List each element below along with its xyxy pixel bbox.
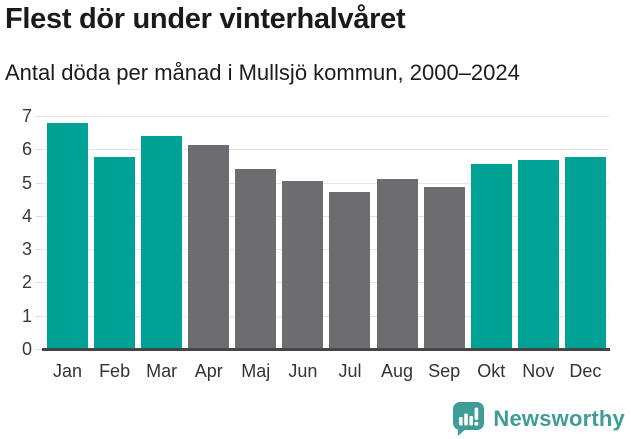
- y-tick-mark: [36, 149, 43, 151]
- bar-chart: 0 1 2 3 4 5 6 7 Jan Feb Mar Apr Maj Jun Jul Aug Sep Okt N…: [21, 106, 610, 383]
- y-tick-mark: [36, 182, 43, 184]
- bar-feb: [94, 157, 136, 349]
- newsworthy-wordmark: Newsworthy: [493, 405, 625, 431]
- x-axis-baseline: [42, 348, 610, 351]
- bar-apr: [188, 145, 230, 349]
- gridline: [44, 315, 609, 317]
- y-tick-mark: [36, 249, 43, 251]
- y-tick-label: 1: [21, 305, 32, 326]
- x-tick-label: Mar: [146, 361, 178, 381]
- y-tick-label: 4: [21, 205, 32, 226]
- gridline: [44, 149, 609, 151]
- gridline: [44, 282, 609, 284]
- bar-maj: [235, 169, 277, 349]
- bar-aug: [376, 178, 418, 349]
- x-tick-label: Maj: [241, 361, 271, 381]
- y-tick-label: 5: [21, 172, 32, 193]
- y-tick-label: 3: [21, 239, 32, 260]
- bar-mar: [141, 135, 183, 349]
- x-tick-label: Jun: [288, 361, 318, 381]
- bar-nov: [517, 159, 559, 349]
- y-tick-mark: [36, 315, 43, 317]
- x-tick-label: Dec: [569, 361, 602, 381]
- bar-dec: [564, 157, 606, 349]
- x-tick-label: Jul: [338, 361, 362, 381]
- newsworthy-logo: Newsworthy: [452, 401, 625, 436]
- chart-subtitle: Antal döda per månad i Mullsjö kommun, 2…: [5, 60, 520, 85]
- x-tick-label: Jan: [52, 361, 83, 381]
- y-tick-mark: [36, 349, 43, 350]
- bar-jan: [47, 122, 88, 349]
- x-tick-label: Nov: [522, 361, 555, 381]
- y-tick-label: 7: [21, 106, 32, 126]
- x-tick-label: Aug: [381, 361, 414, 381]
- y-tick-mark: [36, 116, 43, 117]
- y-tick-mark: [36, 215, 43, 217]
- y-tick-mark: [36, 282, 43, 284]
- x-tick-label: Feb: [99, 361, 131, 381]
- x-tick-label: Apr: [194, 361, 223, 381]
- gridline: [44, 249, 609, 251]
- gridline: [44, 215, 609, 217]
- x-tick-label: Sep: [428, 361, 461, 381]
- bar-jul: [329, 191, 371, 349]
- gridline: [44, 182, 609, 184]
- bars-container: [44, 116, 609, 349]
- bar-okt: [470, 163, 512, 349]
- newsworthy-icon: [453, 402, 485, 436]
- bar-sep: [423, 186, 465, 349]
- y-tick-label: 0: [21, 339, 32, 359]
- y-tick-label: 6: [21, 139, 32, 160]
- chart-title: Flest dör under vinterhalvåret: [5, 3, 406, 35]
- x-axis-labels: Jan Feb Mar Apr Maj Jun Jul Aug Sep Okt Nov Dec: [44, 359, 609, 383]
- x-tick-label: Okt: [477, 361, 506, 381]
- bar-jun: [282, 181, 324, 349]
- gridline: [44, 116, 609, 117]
- y-tick-label: 2: [21, 272, 32, 293]
